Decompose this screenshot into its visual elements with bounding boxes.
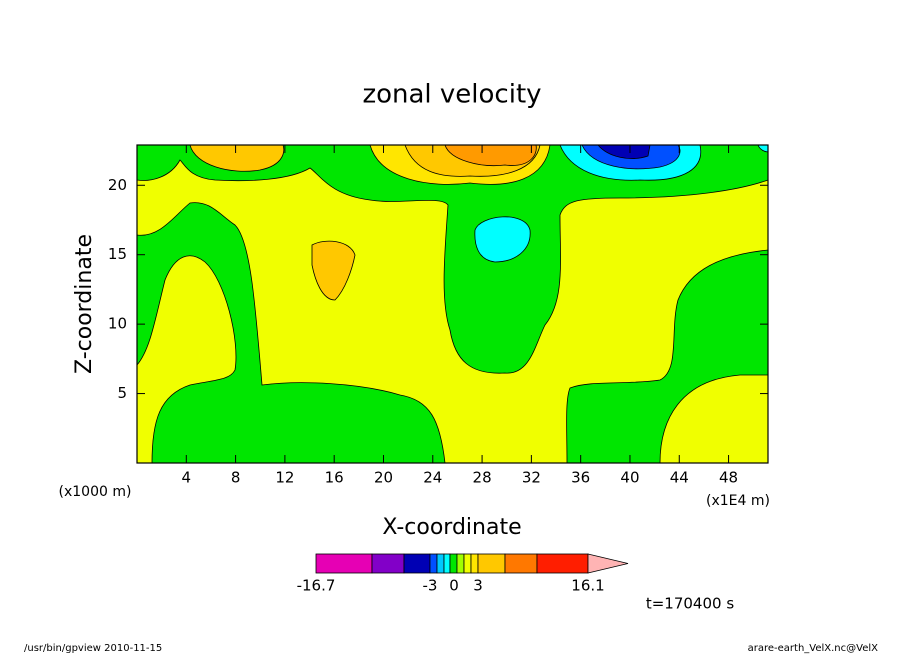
x-tick-label: 32 bbox=[522, 469, 541, 487]
colorbar-extension bbox=[587, 553, 629, 574]
x-tick-label: 16 bbox=[325, 469, 344, 487]
colorbar-segment bbox=[436, 553, 445, 574]
region bbox=[474, 216, 531, 263]
region bbox=[444, 144, 537, 166]
x-tick-label: 40 bbox=[620, 469, 639, 487]
y-tick-label: 20 bbox=[108, 176, 127, 194]
footer-left: /usr/bin/gpview 2010-11-15 bbox=[24, 643, 162, 654]
time-label: t=170400 s bbox=[646, 595, 734, 613]
colorbar-segment bbox=[371, 553, 405, 574]
plot-frame bbox=[136, 144, 769, 464]
x-tick-label: 4 bbox=[182, 469, 192, 487]
x-tick-label: 28 bbox=[473, 469, 492, 487]
region bbox=[189, 144, 285, 172]
colorbar-segment bbox=[315, 553, 373, 574]
x-tick-label: 20 bbox=[374, 469, 393, 487]
colorbar-label: -16.7 bbox=[297, 577, 336, 595]
footer-right: arare-earth_VelX.nc@VelX bbox=[748, 643, 879, 654]
region bbox=[311, 240, 356, 301]
x-tick-label: 48 bbox=[719, 469, 738, 487]
x-tick-label: 12 bbox=[275, 469, 294, 487]
colorbar-segment bbox=[443, 553, 451, 574]
contour-field bbox=[136, 144, 769, 464]
x-tick-label: 24 bbox=[423, 469, 442, 487]
x-unit: (x1E4 m) bbox=[706, 493, 770, 509]
colorbar-label: 16.1 bbox=[571, 577, 604, 595]
colorbar-segment bbox=[504, 553, 538, 574]
y-tick-label: 5 bbox=[117, 384, 127, 402]
colorbar-segment bbox=[536, 553, 589, 574]
x-tick-label: 36 bbox=[571, 469, 590, 487]
chart-title: zonal velocity bbox=[362, 80, 541, 110]
y-tick-label: 10 bbox=[108, 315, 127, 333]
y-tick-label: 15 bbox=[108, 245, 127, 263]
colorbar-label: 3 bbox=[473, 577, 483, 595]
region bbox=[566, 249, 769, 464]
region bbox=[597, 144, 651, 159]
colorbar-segment bbox=[449, 553, 458, 574]
x-tick-label: 44 bbox=[670, 469, 689, 487]
colorbar-segment bbox=[403, 553, 431, 574]
x-tick-label: 8 bbox=[231, 469, 241, 487]
colorbar-label: 0 bbox=[449, 577, 459, 595]
colorbar-segment bbox=[429, 553, 438, 574]
y-axis-label: Z-coordinate bbox=[72, 234, 97, 374]
region bbox=[136, 144, 769, 374]
colorbar-segment bbox=[470, 553, 479, 574]
colorbar-label: -3 bbox=[423, 577, 438, 595]
y-unit: (x1000 m) bbox=[59, 484, 132, 500]
colorbar-segment bbox=[477, 553, 506, 574]
colorbar-segment bbox=[463, 553, 472, 574]
x-axis-label: X-coordinate bbox=[382, 515, 521, 540]
colorbar-segment bbox=[456, 553, 465, 574]
